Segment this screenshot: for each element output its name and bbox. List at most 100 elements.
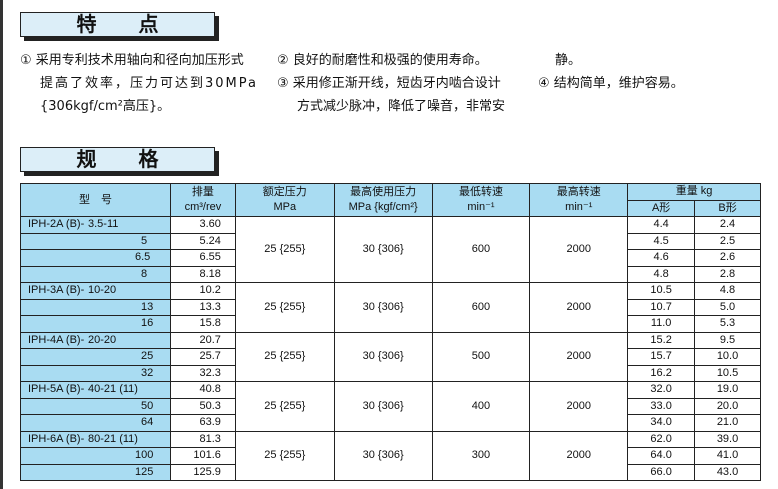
weight-a-cell: 62.0 (627, 430, 696, 448)
weight-b-cell: 10.5 (694, 364, 761, 382)
model-cell: 13 (20, 298, 171, 316)
feature-text: 方式减少脉冲，降低了噪音，非常安 (297, 99, 506, 114)
weight-a-cell: 4.4 (627, 216, 696, 234)
table-row: 125 125.9 66.0 43.0 (20, 463, 761, 481)
feature-1: ① 采用专利技术用轴向和径向加压形式 提高了效率，压力可达到30MPa {306… (20, 49, 258, 118)
weight-a-cell: 34.0 (627, 414, 696, 432)
model-cell: 16 (20, 315, 171, 333)
displacement-cell: 20.7 (169, 331, 236, 349)
feature-text: 采用专利技术用轴向和径向加压形式 (35, 53, 244, 68)
displacement-cell: 15.8 (169, 315, 236, 333)
header-weight-b: B形 (694, 199, 761, 217)
weight-b-cell: 5.3 (694, 315, 761, 333)
table-row: IPH-2A (B)- 3.5-11 3.60 25 {255} 30 {306} 600… (20, 216, 761, 283)
table-row: IPH-5A (B)- 40-21 (11) 40.8 25 {255} 30 {306… (20, 381, 761, 432)
feature-text: 结构简单，维护容易。 (553, 76, 684, 91)
max-speed-cell: 2000 (529, 381, 629, 432)
weight-a-cell: 66.0 (627, 463, 696, 481)
weight-b-cell: 39.0 (694, 430, 761, 448)
min-speed-cell: 300 (431, 430, 531, 481)
model-size: 80-21 (11) (88, 432, 138, 445)
displacement-cell: 40.8 (169, 381, 236, 399)
model-size: 40-21 (11) (88, 383, 138, 396)
model-cell: IPH-3A (B)- 10-20 (20, 282, 171, 300)
model-size: 64 (141, 416, 154, 429)
table-row: IPH-4A (B)- 20-20 20.7 25 {255} 30 {306} 500 2… (20, 331, 761, 382)
weight-b-cell: 2.5 (694, 232, 761, 250)
feature-text: {306kgf/cm²高压}。 (40, 99, 171, 114)
weight-b-cell: 10.0 (694, 348, 761, 366)
model-size: 8 (141, 267, 148, 280)
table-row: 5 5.24 4.5 2.5 (20, 232, 761, 250)
table-row: 25 25.7 15.7 10.0 (20, 348, 761, 366)
header-weight: 重量 kg (627, 183, 761, 201)
feature-number: ① (20, 53, 32, 68)
weight-b-cell: 20.0 (694, 397, 761, 415)
weight-a-cell: 10.7 (627, 298, 696, 316)
model-size: 16 (141, 317, 154, 330)
table-row: IPH-3A (B)- 10-20 10.2 25 {255} 30 {306} 600 2… (20, 282, 761, 333)
weight-a-cell: 64.0 (627, 447, 696, 465)
weight-a-cell: 15.7 (627, 348, 696, 366)
weight-b-cell: 9.5 (694, 331, 761, 349)
displacement-cell: 6.55 (169, 249, 236, 267)
weight-b-cell: 2.4 (694, 216, 761, 234)
displacement-cell: 81.3 (169, 430, 236, 448)
model-size: 32 (141, 366, 154, 379)
displacement-cell: 101.6 (169, 447, 236, 465)
rated-pressure-cell: 25 {255} (234, 216, 335, 283)
weight-b-cell: 21.0 (694, 414, 761, 432)
weight-a-cell: 16.2 (627, 364, 696, 382)
model-cell: 64 (20, 414, 171, 432)
feature-number: ② (277, 53, 289, 68)
weight-b-cell: 4.8 (694, 282, 761, 300)
max-speed-cell: 2000 (529, 331, 629, 382)
rated-pressure-cell: 25 {255} (234, 282, 335, 333)
min-speed-cell: 600 (431, 282, 531, 333)
min-speed-cell: 600 (431, 216, 531, 283)
feature-text: 提高了效率，压力可达到30MPa (40, 76, 258, 91)
model-size: 25 (141, 350, 154, 363)
table-row: 64 63.9 34.0 21.0 (20, 414, 761, 432)
model-size: 125 (135, 465, 154, 478)
model-cell: 8 (20, 265, 171, 283)
specs-title: 规格 (20, 147, 215, 172)
max-pressure-cell: 30 {306} (333, 216, 433, 283)
weight-a-cell: 4.8 (627, 265, 696, 283)
left-border (0, 0, 3, 489)
header-displacement: 排量 cm³/rev (169, 183, 236, 217)
displacement-cell: 63.9 (169, 414, 236, 432)
min-speed-cell: 400 (431, 381, 531, 432)
displacement-cell: 5.24 (169, 232, 236, 250)
displacement-cell: 125.9 (169, 463, 236, 481)
model-series: IPH-3A (B)- (28, 284, 85, 297)
model-series: IPH-4A (B)- (28, 333, 85, 346)
table-row: IPH-6A (B)- 80-21 (11) 81.3 25 {255} 30 {306… (20, 430, 761, 481)
max-pressure-cell: 30 {306} (333, 381, 433, 432)
model-size: 100 (135, 449, 154, 462)
spec-table: 型 号 排量 cm³/rev 额定压力 MPa 最高使用压力 MPa {kgf/cm²… (20, 183, 761, 481)
header-min-speed: 最低转速 min⁻¹ (431, 183, 531, 217)
feature-number: ③ (277, 76, 289, 91)
displacement-cell: 32.3 (169, 364, 236, 382)
weight-a-cell: 33.0 (627, 397, 696, 415)
table-row: 32 32.3 16.2 10.5 (20, 364, 761, 382)
max-pressure-cell: 30 {306} (333, 331, 433, 382)
weight-a-cell: 32.0 (627, 381, 696, 399)
model-size: 50 (141, 399, 154, 412)
displacement-cell: 8.18 (169, 265, 236, 283)
rated-pressure-cell: 25 {255} (234, 331, 335, 382)
displacement-cell: 25.7 (169, 348, 236, 366)
max-pressure-cell: 30 {306} (333, 282, 433, 333)
max-speed-cell: 2000 (529, 282, 629, 333)
model-size: 6.5 (135, 251, 151, 264)
table-row: 8 8.18 4.8 2.8 (20, 265, 761, 283)
model-cell: IPH-6A (B)- 80-21 (11) (20, 430, 171, 448)
weight-a-cell: 11.0 (627, 315, 696, 333)
feature-3: ③ 采用修正渐开线，短齿牙内啮合设计 方式减少脉冲，降低了噪音，非常安 (277, 72, 505, 118)
model-size: 10-20 (88, 284, 117, 297)
weight-b-cell: 19.0 (694, 381, 761, 399)
model-cell: 6.5 (20, 249, 171, 267)
model-size: 5 (141, 234, 148, 247)
model-cell: 125 (20, 463, 171, 481)
